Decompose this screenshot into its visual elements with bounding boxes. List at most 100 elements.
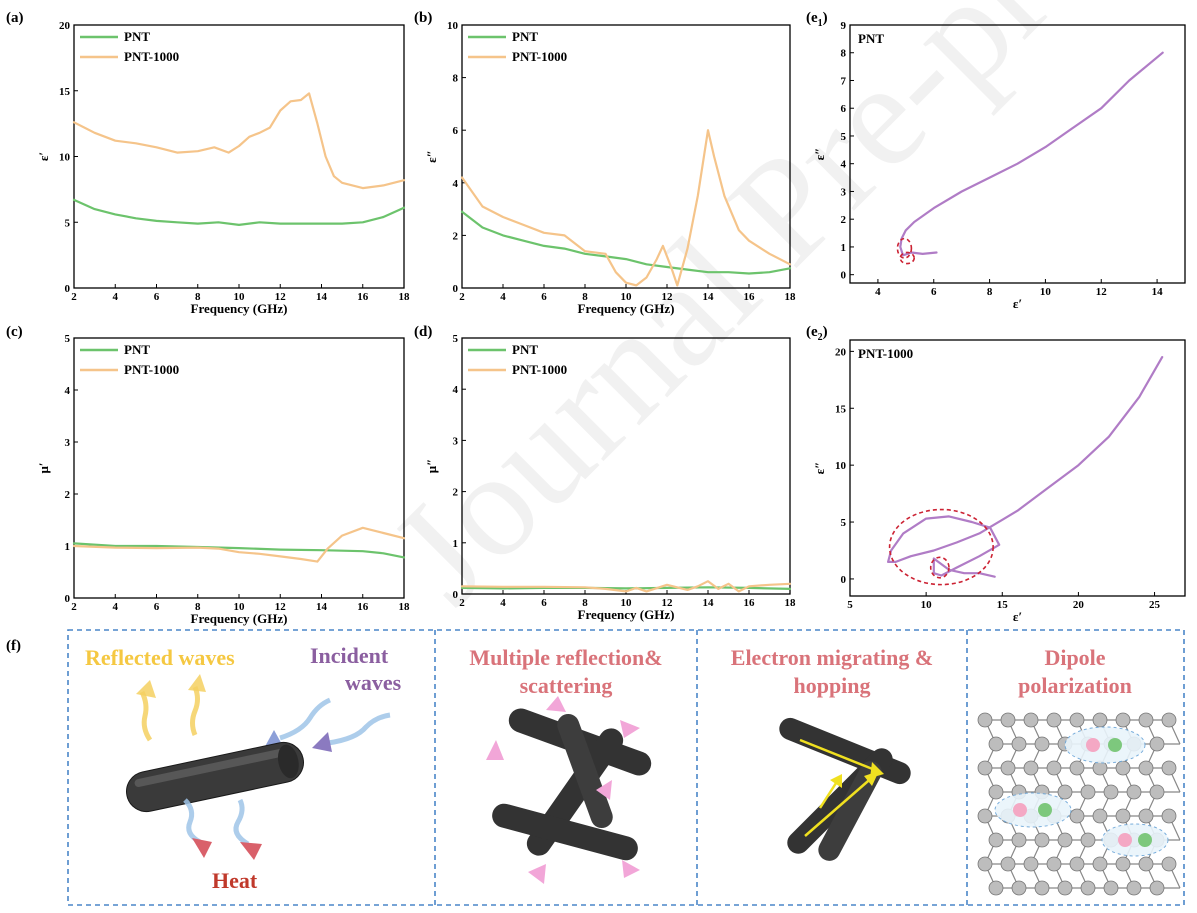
series-line-PNT-1000: [460, 129, 792, 287]
heat-wave-1: [183, 798, 202, 845]
x-axis-title: Frequency (GHz): [191, 611, 288, 626]
y-tick-label: 5: [65, 333, 71, 345]
x-tick-label: 14: [703, 291, 715, 303]
incident-arrow-2: [312, 732, 332, 752]
dipole-negative-3: [1118, 833, 1132, 847]
x-tick-label: 4: [500, 291, 506, 303]
lattice-atom: [1115, 808, 1131, 824]
box-dipole-polarization: Dipole polarization: [977, 645, 1181, 896]
lattice-atom: [1103, 880, 1119, 896]
incident-wave-1: [279, 697, 332, 741]
heat-wave-2: [233, 798, 250, 847]
lattice-atom: [1057, 880, 1073, 896]
y-tick-label: 0: [841, 270, 847, 282]
y-tick-label: 1: [65, 541, 71, 553]
multiple-reflection-label-2: scattering: [520, 673, 613, 698]
x-tick-label: 16: [744, 597, 756, 609]
dipole-negative-2: [1013, 803, 1027, 817]
lattice-atom: [1126, 880, 1142, 896]
x-tick-label: 5: [847, 599, 853, 611]
y-tick-label: 6: [841, 103, 847, 115]
lattice-atom: [1000, 760, 1016, 776]
lattice-atom: [977, 856, 993, 872]
x-tick-label: 6: [154, 291, 160, 303]
y-axis-title: μ″: [424, 459, 439, 474]
x-tick-label: 25: [1149, 599, 1161, 611]
lattice-atom: [1092, 856, 1108, 872]
y-tick-label: 15: [835, 403, 847, 415]
dipole-positive-2: [1038, 803, 1052, 817]
y-axis-title: ε″: [812, 148, 827, 161]
series-line-PNT: [72, 542, 406, 559]
panel-label-b: (b): [414, 10, 432, 26]
x-tick-label: 8: [195, 601, 201, 613]
reflected-arrow-2: [188, 674, 206, 692]
x-tick-label: 16: [357, 291, 369, 303]
y-tick-label: 2: [453, 487, 459, 499]
x-tick-label: 18: [785, 597, 797, 609]
x-axis-title: Frequency (GHz): [191, 301, 288, 316]
lattice-atom: [1115, 760, 1131, 776]
x-tick-label: 4: [500, 597, 506, 609]
lattice-atom: [1161, 808, 1177, 824]
lattice-atom: [1000, 712, 1016, 728]
y-tick-label: 0: [841, 574, 847, 586]
series-line-PNT-1000: [460, 580, 792, 593]
dipole-negative-1: [1086, 738, 1100, 752]
x-tick-label: 6: [154, 601, 160, 613]
lattice-atom: [1023, 760, 1039, 776]
lattice-atom: [988, 880, 1004, 896]
x-tick-label: 4: [875, 286, 881, 298]
x-tick-label: 8: [987, 286, 993, 298]
plot-frame: [849, 24, 1186, 284]
lattice-atom: [1161, 856, 1177, 872]
lattice-atom: [1103, 784, 1119, 800]
heat-label: Heat: [212, 868, 258, 893]
x-tick-label: 18: [399, 291, 411, 303]
lattice-atom: [1138, 808, 1154, 824]
series-line-PNT-1000: [72, 92, 406, 190]
y-tick-label: 15: [59, 86, 71, 98]
x-axis-title: Frequency (GHz): [578, 607, 675, 622]
lattice-atom: [977, 760, 993, 776]
lattice-atom: [1149, 880, 1165, 896]
x-tick-label: 6: [931, 286, 937, 298]
lattice-atom: [1149, 736, 1165, 752]
inset-label: PNT: [858, 31, 884, 46]
y-axis-title: ε″: [424, 150, 439, 163]
legend-label: PNT: [124, 342, 150, 357]
scatter-arrow-6: [596, 780, 612, 800]
lattice-atom: [1046, 712, 1062, 728]
lattice-atom: [1126, 784, 1142, 800]
box-multiple-reflection: Multiple reflection& scattering: [469, 645, 663, 884]
x-tick-label: 18: [785, 291, 797, 303]
dipole-label-2: polarization: [1018, 673, 1132, 698]
lattice-atom: [1069, 856, 1085, 872]
lattice-atom: [1057, 832, 1073, 848]
x-axis-title: ε′: [1013, 609, 1022, 624]
lattice-atom: [1080, 832, 1096, 848]
y-tick-label: 0: [453, 589, 459, 601]
lattice-atom: [1069, 808, 1085, 824]
y-tick-label: 2: [65, 489, 71, 501]
y-tick-label: 10: [447, 20, 459, 32]
y-tick-label: 0: [65, 593, 71, 605]
y-tick-label: 1: [453, 538, 459, 550]
y-tick-label: 4: [841, 159, 847, 171]
y-tick-label: 8: [453, 73, 459, 85]
y-tick-label: 8: [841, 48, 847, 60]
box-wave-interaction: Reflected waves Incident waves Heat: [85, 643, 402, 893]
lattice-atom: [1161, 712, 1177, 728]
lattice-atom: [1161, 760, 1177, 776]
panel-label-d: (d): [414, 324, 432, 340]
dipole-ellipse-3: [1101, 823, 1169, 857]
y-axis-title: ε′: [36, 152, 51, 161]
dipole-positive-1: [1108, 738, 1122, 752]
y-tick-label: 2: [841, 214, 847, 226]
x-tick-label: 2: [459, 597, 465, 609]
scatter-arrow-1: [486, 740, 504, 760]
x-axis-title: ε′: [1013, 296, 1022, 311]
panel-label-c: (c): [6, 324, 23, 340]
